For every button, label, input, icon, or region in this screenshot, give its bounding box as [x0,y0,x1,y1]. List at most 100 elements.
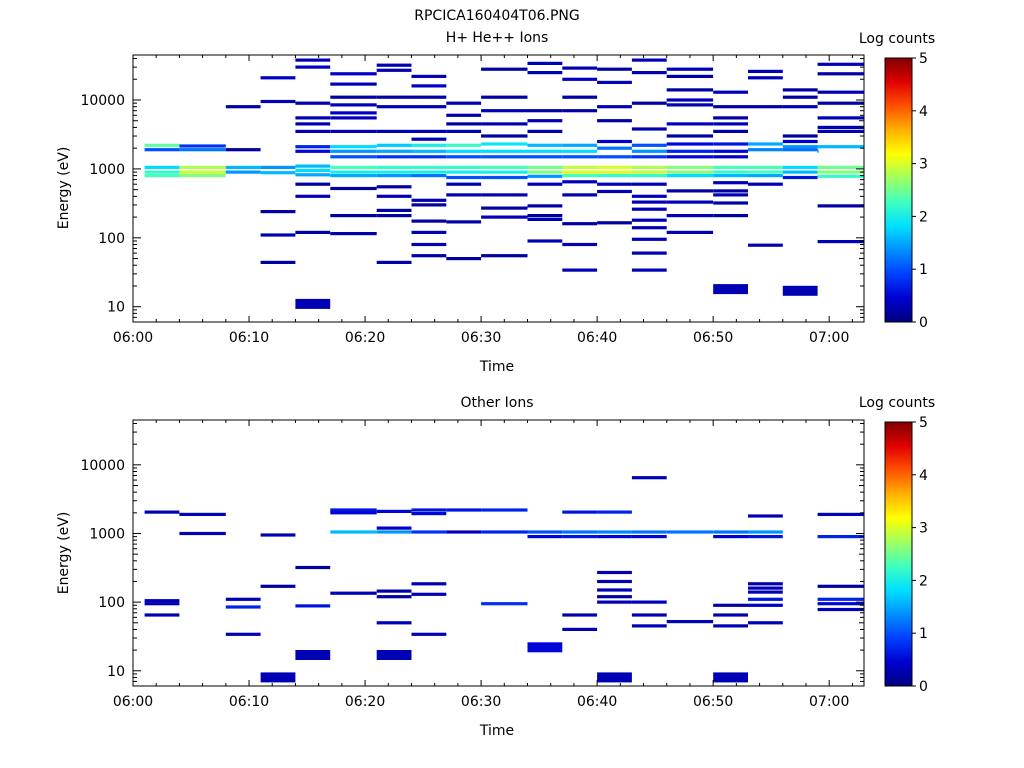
heatmap-bin [179,165,226,169]
heatmap-bin [666,122,714,126]
heatmap-bin [330,165,377,169]
heatmap-bin [376,105,412,109]
heatmap-bin [713,170,748,174]
heatmap-bin [481,142,528,146]
y-tick-label: 10 [107,300,125,316]
heatmap-bin [562,165,598,169]
colorbar-tick-label: 3 [919,521,928,537]
colorbar-tick-label: 1 [919,262,928,278]
heatmap-bin [817,125,864,129]
heatmap-bin [817,597,864,601]
colorbar-tick-label: 2 [919,573,928,589]
heatmap-bin [330,508,377,512]
heatmap-bin [527,182,563,186]
heatmap-bin [748,105,783,109]
heatmap-bin [817,512,864,516]
heatmap-bin [713,201,748,205]
heatmap-bin [597,221,632,225]
heatmap-bin [330,103,377,107]
heatmap-bin [713,165,748,169]
heatmap-bin [260,533,296,537]
heatmap-bin [713,181,748,185]
heatmap-bin [295,65,331,69]
heatmap-bin [597,155,632,159]
heatmap-bin [527,61,563,65]
heatmap-bin [481,170,528,174]
y-tick-label: 1000 [89,526,125,542]
heatmap-bin [631,476,667,480]
heatmap-bin [446,175,482,180]
heatmap-bin [376,194,412,198]
heatmap-bin [527,149,563,153]
heatmap-bin [713,90,748,94]
heatmap-bin [562,66,598,70]
heatmap-bin [748,514,783,518]
heatmap-bin [597,105,632,109]
heatmap-bin [782,170,818,174]
heatmap-bin [748,76,783,80]
heatmap-bin [376,526,412,530]
x-tick-label: 06:20 [345,330,385,346]
heatmap-bin [376,174,412,178]
heatmap-bin [260,210,296,214]
panel-title: H+ He++ Ions [446,30,549,46]
heatmap-bin [295,58,331,62]
heatmap-bin [748,621,783,625]
plot-area [133,55,864,322]
heatmap-bin [411,105,447,109]
plot-frame [132,419,865,687]
heatmap-bin [817,90,864,94]
heatmap-bin [713,535,748,539]
heatmap-bin [631,535,667,539]
heatmap-bin [411,95,447,99]
heatmap-bin [748,535,783,539]
heatmap-bin [748,603,783,607]
heatmap-bin [666,155,714,159]
heatmap-bin [782,148,818,152]
colorbar-tick-label: 1 [919,626,928,642]
colorbar-tick-label: 4 [919,104,928,120]
heatmap-bins [144,58,864,309]
heatmap-bin [376,95,412,99]
heatmap-bin [748,597,783,601]
heatmap-bin [144,170,180,174]
heatmap-bin [260,233,296,237]
heatmap-bin [411,508,447,512]
heatmap-bin [376,530,412,534]
heatmap-bin [330,72,377,76]
y-axis-label: Energy (eV) [56,147,72,230]
heatmap-bin [666,74,714,78]
heatmap-bin [666,67,714,71]
colorbar-ticks: 0 1 2 3 4 5 [912,51,928,331]
heatmap-bin [527,109,563,113]
heatmap-bin [144,143,180,147]
x-tick-label: 06:30 [461,694,501,710]
heatmap-bin [562,268,598,272]
heatmap-bin [295,298,331,309]
heatmap-bin [631,624,667,628]
heatmap-bin [713,155,748,159]
heatmap-bin [144,510,180,514]
heatmap-bin [446,530,482,534]
heatmap-bin [817,584,864,588]
heatmap-bin [527,174,563,178]
heatmap-bin [481,175,528,180]
heatmap-bin [527,530,563,534]
heatmap-bin [666,200,714,204]
heatmap-bin [782,145,818,149]
heatmap-bin [817,165,864,169]
heatmap-bin [376,155,412,159]
heatmap-bin [260,76,296,80]
plot-frame [132,54,865,323]
heatmap-bin [562,149,598,153]
heatmap-bin [631,237,667,241]
heatmap-bin [295,230,331,234]
x-axis: 06:00 06:10 06:20 06:30 06:40 06:50 07:00 [113,420,853,710]
heatmap-bin [411,149,447,153]
heatmap-bin [295,122,331,126]
colorbar-tick-label: 5 [919,51,928,67]
heatmap-bin [330,95,377,99]
heatmap-bin [295,604,331,608]
x-axis-label: Time [479,723,514,739]
heatmap-bin [330,591,377,595]
